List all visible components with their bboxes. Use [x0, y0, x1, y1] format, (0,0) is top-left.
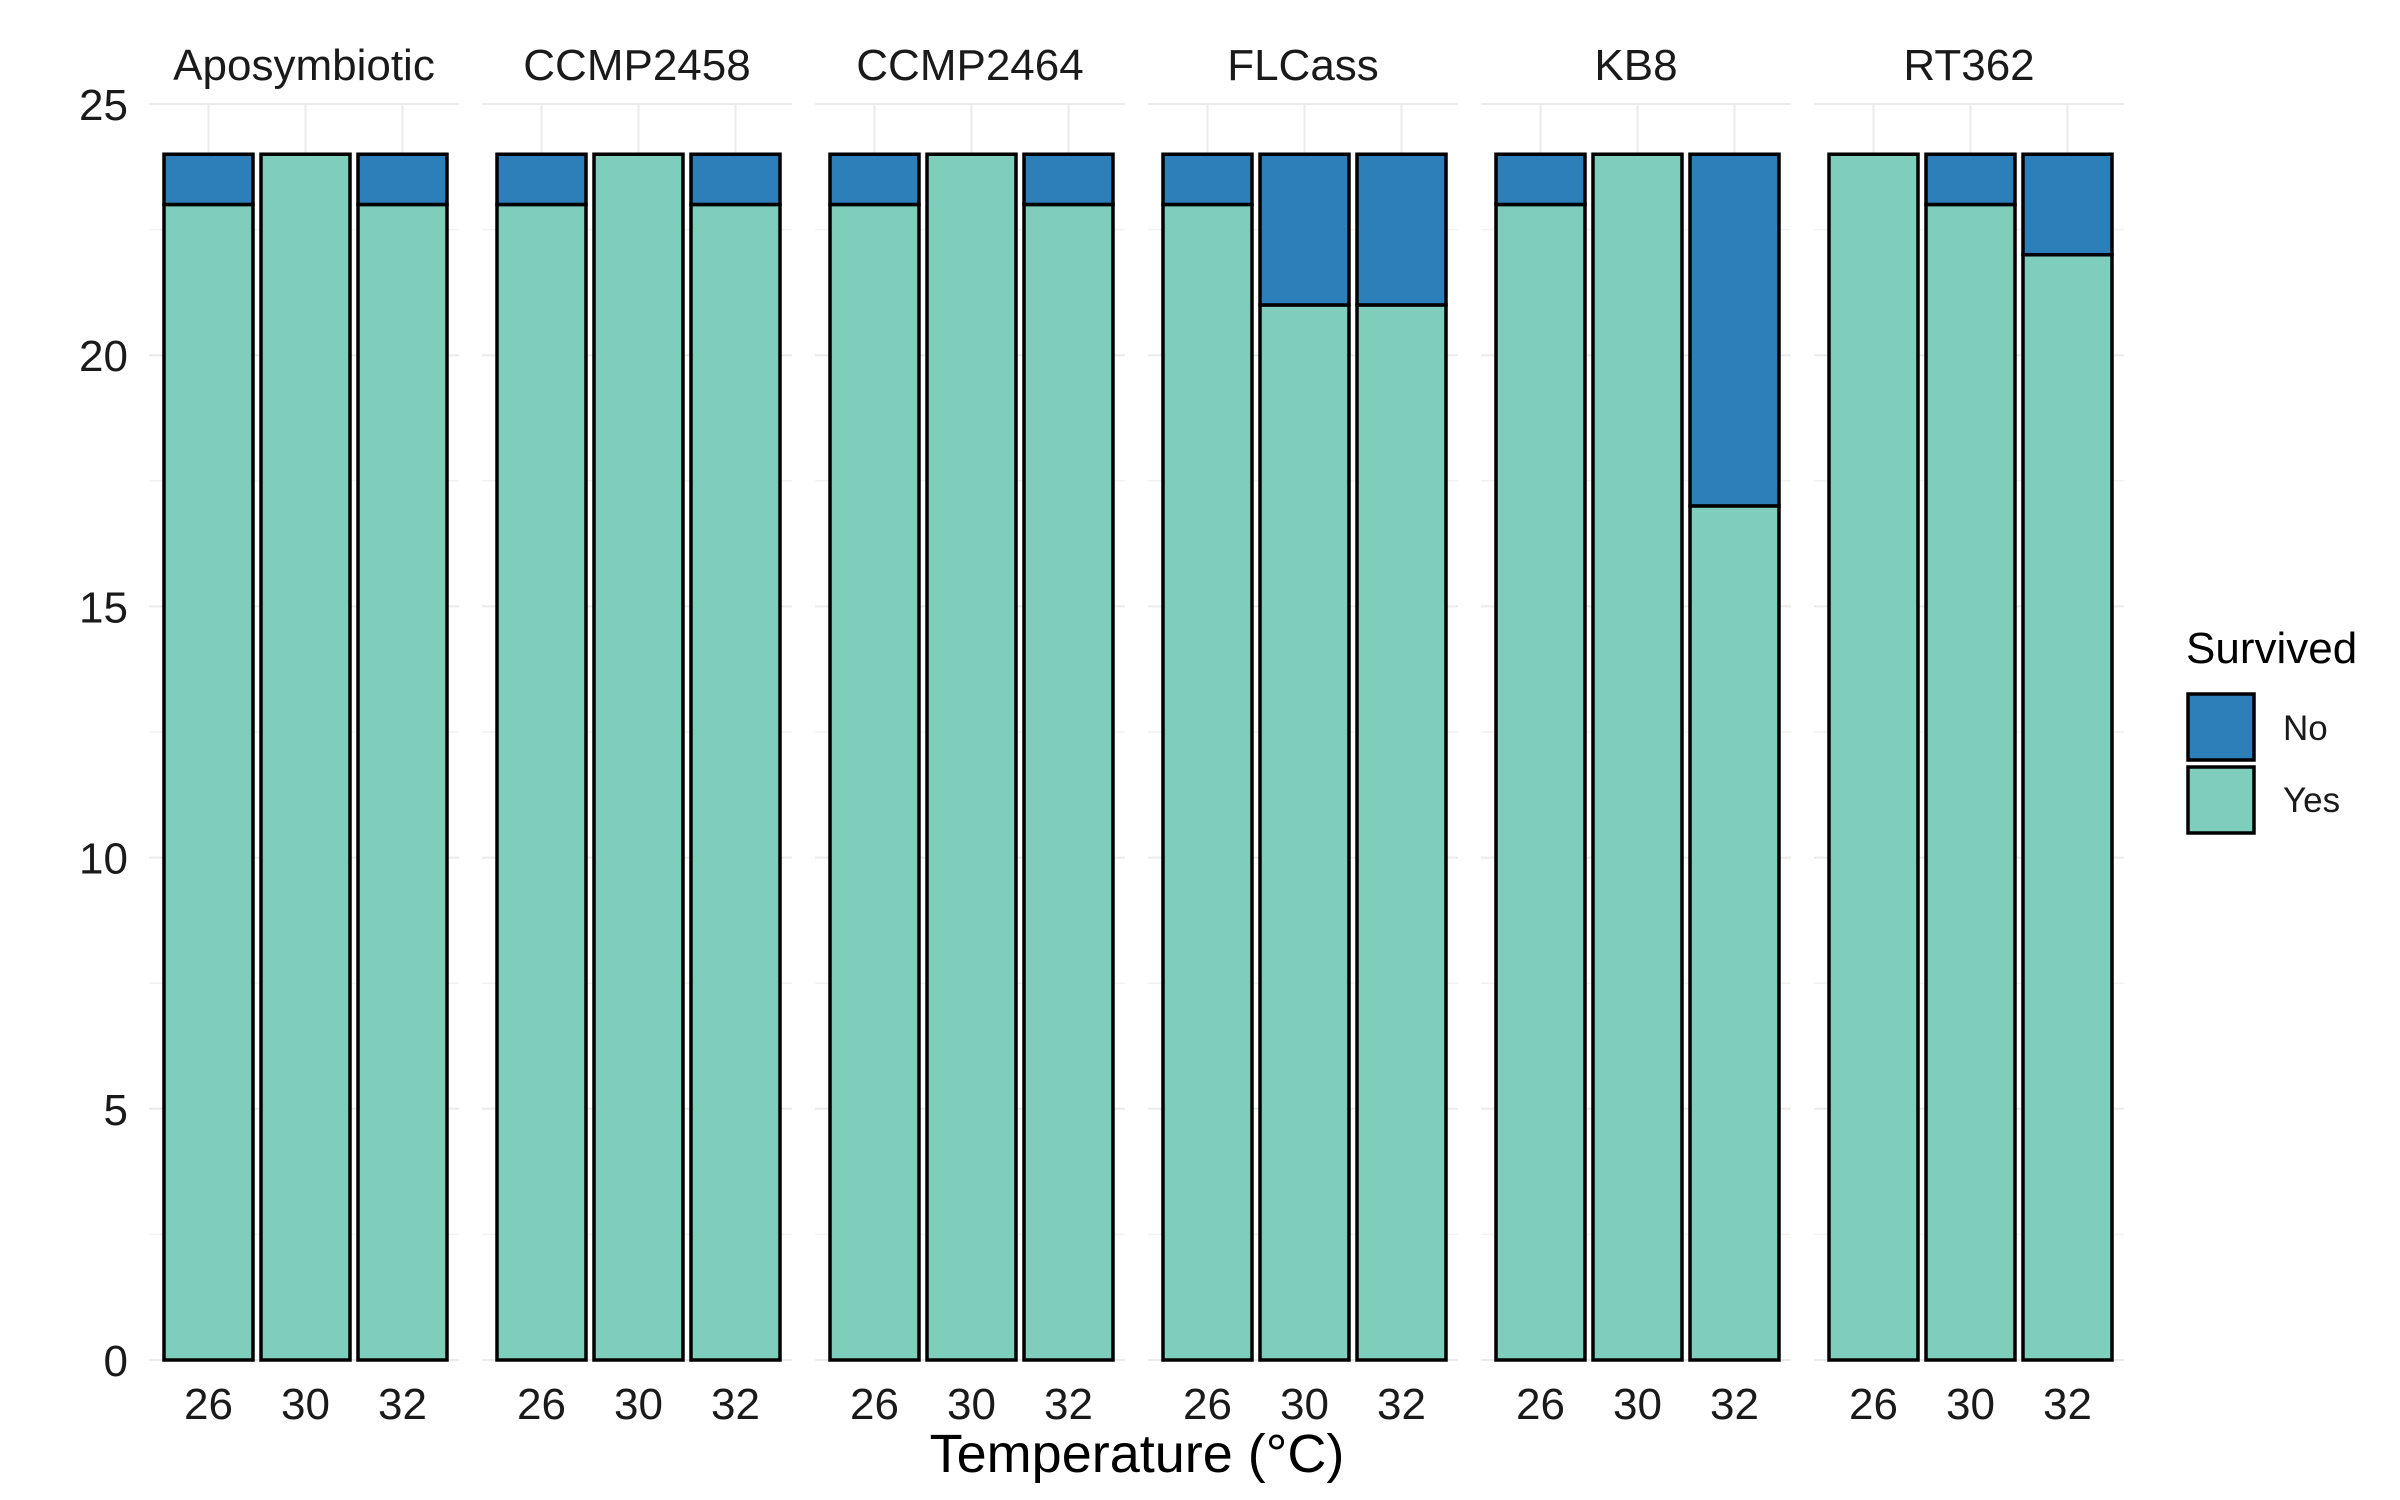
- bar-no: [1494, 152, 1587, 207]
- bar-yes: [356, 202, 449, 1362]
- x-tick-label: 30: [947, 1380, 996, 1429]
- x-tick-label: 30: [1946, 1380, 1995, 1429]
- bar-yes: [1022, 202, 1115, 1362]
- bar-yes: [1161, 202, 1254, 1362]
- facet-label: CCMP2458: [523, 41, 750, 90]
- facet-strips: Aposymbiotic CCMP2458 CCMP2464 FLCass KB8 RT3…: [173, 41, 2034, 90]
- y-axis: 0 5 10 15 20 25: [79, 81, 128, 1386]
- bar-no: [1258, 152, 1351, 307]
- bar-yes: [592, 152, 685, 1362]
- bar-yes: [162, 202, 255, 1362]
- y-tick-label: 10: [79, 835, 128, 884]
- x-tick-label: 32: [1377, 1380, 1426, 1429]
- x-tick-label: 32: [1710, 1380, 1759, 1429]
- bar-yes: [259, 152, 352, 1362]
- bar-no: [1924, 152, 2017, 207]
- bar-no: [1161, 152, 1254, 207]
- x-tick-label: 30: [1613, 1380, 1662, 1429]
- y-tick-label: 20: [79, 332, 128, 381]
- bar-no: [1688, 152, 1781, 508]
- bar-yes: [2021, 252, 2114, 1362]
- bar-yes: [925, 152, 1018, 1362]
- facet-label: RT362: [1903, 41, 2034, 90]
- y-tick-label: 5: [104, 1086, 128, 1135]
- bar-yes: [1494, 202, 1587, 1362]
- x-axis: 26 30 32 26 30 32 26 30 32 26 30 32 26 30 32 26 30 32: [184, 1380, 2092, 1429]
- legend-swatch-yes: [2186, 765, 2256, 835]
- facet-label: Aposymbiotic: [173, 41, 435, 90]
- x-tick-label: 26: [850, 1380, 899, 1429]
- x-tick-label: 30: [1280, 1380, 1329, 1429]
- bar-no: [356, 152, 449, 207]
- facet-label: FLCass: [1227, 41, 1379, 90]
- x-tick-label: 26: [517, 1380, 566, 1429]
- bar-yes: [689, 202, 782, 1362]
- x-tick-label: 26: [1516, 1380, 1565, 1429]
- bar-no: [1022, 152, 1115, 207]
- x-tick-label: 32: [1044, 1380, 1093, 1429]
- legend-title: Survived: [2186, 624, 2357, 673]
- bar-no: [828, 152, 921, 207]
- x-tick-label: 26: [1849, 1380, 1898, 1429]
- legend-swatch-no: [2186, 692, 2256, 762]
- x-tick-label: 32: [378, 1380, 427, 1429]
- bar-yes: [1355, 303, 1448, 1362]
- bar-yes: [1827, 152, 1920, 1362]
- x-axis-title: Temperature (°C): [930, 1424, 1345, 1484]
- bar-yes: [828, 202, 921, 1362]
- x-tick-label: 26: [1183, 1380, 1232, 1429]
- facet-label: KB8: [1594, 41, 1677, 90]
- y-tick-label: 25: [79, 81, 128, 130]
- x-tick-label: 30: [614, 1380, 663, 1429]
- x-tick-label: 32: [711, 1380, 760, 1429]
- bars-layer: [162, 152, 2114, 1362]
- x-tick-label: 26: [184, 1380, 233, 1429]
- bar-yes: [1591, 152, 1684, 1362]
- x-tick-label: 32: [2043, 1380, 2092, 1429]
- y-tick-label: 15: [79, 583, 128, 632]
- bar-no: [495, 152, 588, 207]
- bar-no: [1355, 152, 1448, 307]
- x-tick-label: 30: [281, 1380, 330, 1429]
- bar-yes: [1924, 202, 2017, 1362]
- legend-label-no: No: [2283, 709, 2328, 748]
- bar-yes: [495, 202, 588, 1362]
- y-tick-label: 0: [104, 1337, 128, 1386]
- legend: Survived No Yes: [2186, 624, 2357, 835]
- legend-label-yes: Yes: [2283, 781, 2340, 820]
- bar-yes: [1258, 303, 1351, 1362]
- bar-no: [2021, 152, 2114, 257]
- bar-yes: [1688, 504, 1781, 1362]
- bar-no: [162, 152, 255, 207]
- bar-no: [689, 152, 782, 207]
- facet-label: CCMP2464: [856, 41, 1083, 90]
